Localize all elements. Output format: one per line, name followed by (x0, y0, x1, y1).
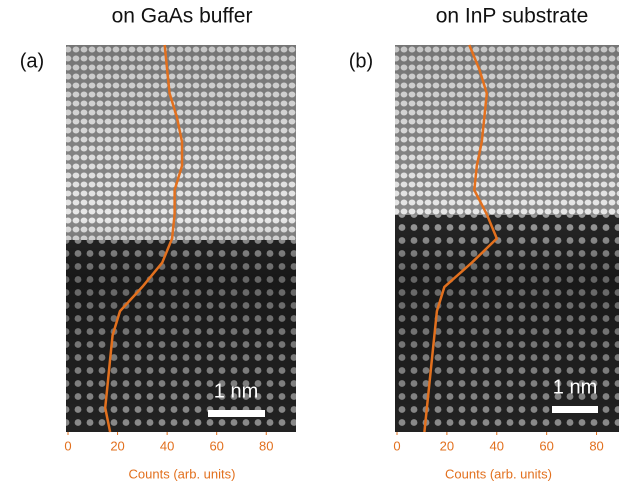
profile-line (423, 44, 499, 433)
scale-bar-label: 1 nm (553, 376, 597, 398)
scale-bar-label: 1 nm (214, 380, 258, 402)
x-axis-label: Counts (arb. units) (445, 466, 552, 481)
panel-label: (a) (20, 50, 44, 72)
x-tick-label: 60 (539, 438, 553, 453)
panel-title: on InP substrate (436, 5, 589, 28)
x-tick-label: 80 (589, 438, 603, 453)
x-tick-label: 40 (490, 438, 504, 453)
x-axis-label: Counts (arb. units) (129, 466, 236, 481)
x-tick-label: 20 (110, 438, 124, 453)
panel-title: on GaAs buffer (112, 5, 253, 28)
x-tick-label: 40 (160, 438, 174, 453)
image-b (395, 45, 619, 432)
x-tick-label: 0 (64, 438, 71, 453)
x-tick-label: 20 (440, 438, 454, 453)
x-tick-label: 0 (393, 438, 400, 453)
image-a (66, 45, 296, 432)
panel-label: (b) (349, 50, 373, 72)
x-tick-label: 80 (259, 438, 273, 453)
profile-line (103, 44, 184, 433)
x-tick-label: 60 (209, 438, 223, 453)
